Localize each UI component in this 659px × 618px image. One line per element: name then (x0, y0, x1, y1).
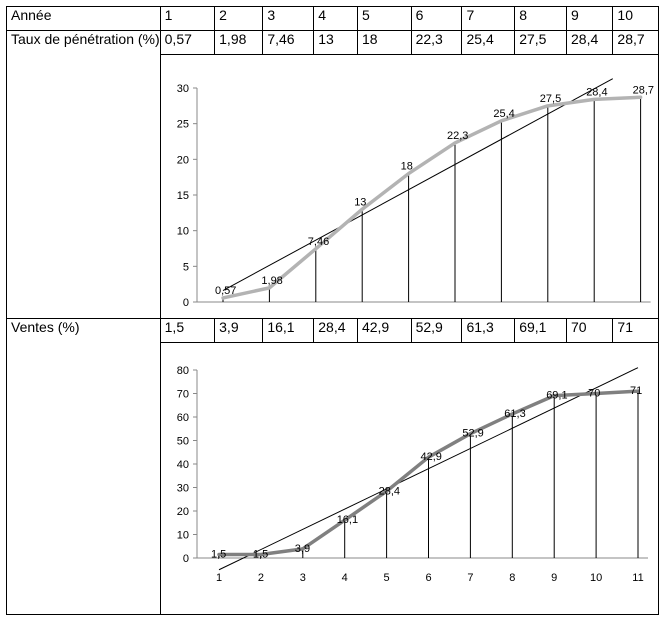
year-cell: 7 (461, 6, 516, 31)
penetration-cell: 7,46 (262, 30, 315, 55)
data-label: 71 (630, 385, 642, 397)
sales-chart-cell: 0 10 20 30 40 50 60 70 80 1 2 3 4 5 6 7 8 9 10 11 1,5 1,5 3,9 1… (159, 342, 659, 615)
y-tick-label: 10 (176, 226, 188, 238)
data-label: 22,3 (447, 130, 468, 142)
data-label: 0,57 (215, 285, 236, 297)
penetration-row: Taux de pénétration (%) 0,57 1,98 7,46 1… (6, 30, 659, 319)
sales-cell: 69,1 (514, 318, 567, 343)
sales-cell: 52,9 (410, 318, 463, 343)
penetration-chart: 051015202530123456789100,571,987,4613182… (176, 78, 654, 309)
data-label: 1,5 (211, 548, 226, 560)
penetration-cell: 25,4 (461, 30, 516, 55)
data-label: 1,98 (261, 275, 282, 287)
y-tick-label: 10 (176, 530, 188, 542)
y-tick-label: 80 (176, 365, 188, 377)
data-label: 18 (400, 161, 412, 173)
x-tick-label: 1 (216, 572, 222, 584)
y-tick-label: 20 (176, 506, 188, 518)
penetration-chart-row: 051015202530123456789100,571,987,4613182… (7, 54, 659, 319)
data-label: 69,1 (546, 390, 567, 402)
penetration-cell: 18 (356, 30, 412, 55)
data-label: 28,4 (378, 485, 399, 497)
series-line (216, 389, 640, 557)
sales-cell: 42,9 (356, 318, 412, 343)
data-label: 28,7 (632, 84, 653, 96)
x-tick-label: 5 (383, 572, 389, 584)
y-tick-label: 0 (183, 297, 189, 309)
year-cell: 1 (159, 6, 216, 31)
y-tick-label: 20 (176, 154, 188, 166)
penetration-cell: 13 (313, 30, 358, 55)
sales-cell: 61,3 (461, 318, 516, 343)
year-cell: 9 (565, 6, 614, 31)
data-label: 27,5 (539, 93, 560, 105)
data-label: 52,9 (462, 428, 483, 440)
x-tick-label: 6 (425, 572, 431, 584)
penetration-cell: 1,98 (214, 30, 264, 55)
y-tick-label: 0 (183, 553, 189, 565)
year-label: Année (6, 6, 161, 31)
x-tick-label: 7 (467, 572, 473, 584)
y-tick-label: 15 (176, 190, 188, 202)
x-tick-label: 4 (341, 572, 347, 584)
sales-cell: 28,4 (313, 318, 358, 343)
sales-label: Ventes (%) (6, 318, 161, 615)
x-tick-label: 10 (590, 572, 602, 584)
data-label: 42,9 (420, 451, 441, 463)
sales-cell: 70 (565, 318, 614, 343)
series-line (220, 95, 642, 300)
y-tick-label: 30 (176, 83, 188, 95)
sales-row: Ventes (%) 1,5 3,9 16,1 28,4 42,9 52,9 6… (6, 318, 659, 615)
x-tick-label: 11 (632, 572, 643, 584)
y-tick-label: 30 (176, 483, 188, 495)
penetration-cell: 28,4 (565, 30, 614, 55)
data-label: 28,4 (586, 86, 607, 98)
data-label: 1,5 (253, 548, 268, 560)
trend-line (222, 78, 613, 292)
data-label: 16,1 (336, 514, 357, 526)
x-tick-label: 3 (299, 572, 305, 584)
sales-chart-row: 0 10 20 30 40 50 60 70 80 1 2 3 4 5 6 7 8 9 10 11 1,5 1,5 3,9 1… (7, 342, 659, 615)
year-cell: 5 (356, 6, 412, 31)
data-label: 25,4 (493, 108, 514, 120)
penetration-cell: 22,3 (410, 30, 463, 55)
sales-cell: 3,9 (214, 318, 264, 343)
year-cell: 3 (262, 6, 315, 31)
y-tick-label: 70 (176, 389, 188, 401)
sales-cell: 71 (612, 318, 659, 343)
data-table: Année 1 2 3 4 5 6 7 8 9 10 Taux de pénét… (6, 6, 659, 615)
data-label: 70 (588, 388, 600, 400)
penetration-cell: 27,5 (514, 30, 567, 55)
penetration-cell: 0,57 (159, 30, 216, 55)
penetration-cell: 28,7 (612, 30, 659, 55)
year-row: Année 1 2 3 4 5 6 7 8 9 10 (6, 6, 659, 31)
year-cell: 2 (214, 6, 264, 31)
trend-line (218, 367, 638, 571)
penetration-chart-cell: 051015202530123456789100,571,987,4613182… (159, 54, 659, 319)
year-cell: 10 (612, 6, 659, 31)
x-tick-label: 9 (551, 572, 557, 584)
data-label: 7,46 (307, 236, 328, 248)
penetration-label: Taux de pénétration (%) (6, 30, 161, 319)
year-cell: 8 (514, 6, 567, 31)
y-tick-label: 5 (183, 261, 189, 273)
year-cell: 4 (313, 6, 358, 31)
y-tick-label: 50 (176, 436, 188, 448)
data-label: 3,9 (294, 543, 309, 555)
year-cell: 6 (410, 6, 463, 31)
y-tick-label: 40 (176, 459, 188, 471)
sales-cell: 1,5 (159, 318, 216, 343)
y-tick-label: 60 (176, 412, 188, 424)
data-label: 61,3 (504, 408, 525, 420)
data-label: 13 (354, 196, 366, 208)
y-tick-label: 25 (176, 119, 188, 131)
sales-chart: 0 10 20 30 40 50 60 70 80 1 2 3 4 5 6 7 8 9 10 11 1,5 1,5 3,9 1… (176, 365, 648, 584)
x-tick-label: 2 (257, 572, 263, 584)
sales-cell: 16,1 (262, 318, 315, 343)
x-tick-label: 8 (509, 572, 515, 584)
